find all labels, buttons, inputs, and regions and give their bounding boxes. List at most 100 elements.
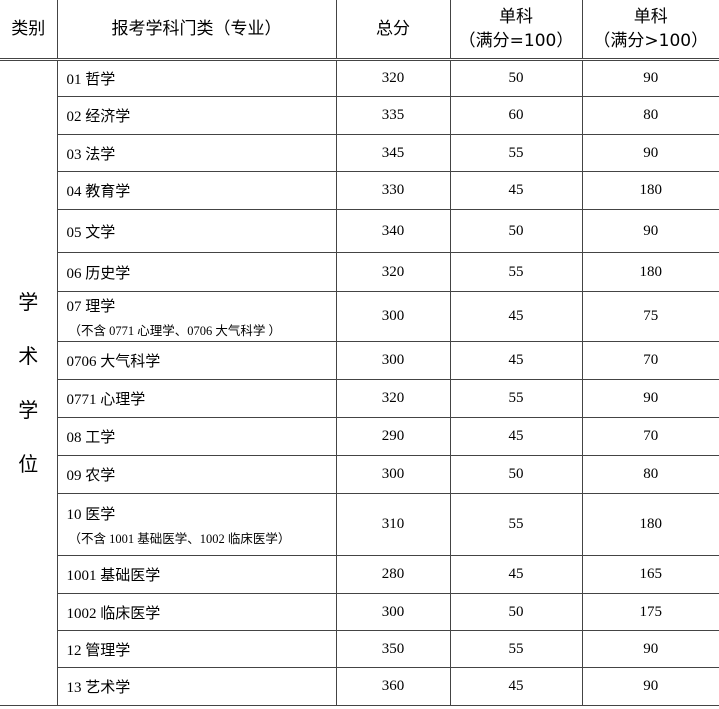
subject-name: 09 农学 — [66, 468, 116, 484]
subject-name: 06 历史学 — [66, 265, 131, 282]
s100plus-cell: 90 — [581, 209, 719, 253]
s100-cell: 50 — [449, 209, 583, 253]
table-row: 1002 临床医学 300 50 175 — [0, 593, 719, 631]
s100-cell: 45 — [449, 341, 583, 380]
s100-cell: 60 — [449, 96, 583, 135]
subject-cell: 04 教育学 — [57, 171, 337, 210]
subject-name: 07 理学 — [66, 298, 116, 315]
subject-cell: 06 历史学 — [57, 252, 337, 292]
total-cell: 320 — [335, 252, 451, 292]
total-cell: 300 — [335, 593, 451, 631]
s100plus-cell: 90 — [581, 630, 719, 668]
table-row: 06 历史学 320 55 180 — [0, 252, 719, 292]
header-single-over-100: 单科 （满分>100） — [581, 0, 719, 61]
total-cell: 320 — [335, 379, 451, 418]
header-subject: 报考学科门类（专业） — [56, 0, 337, 61]
s100plus-cell: 180 — [581, 252, 719, 292]
total-cell: 290 — [335, 417, 451, 456]
subject-cell: 10 医学 （不含 1001 基础医学、1002 临床医学） — [57, 493, 337, 556]
s100plus-cell: 75 — [581, 291, 719, 342]
s100-cell: 55 — [449, 252, 583, 292]
subject-cell: 1001 基础医学 — [57, 555, 337, 594]
s100plus-cell: 70 — [581, 341, 719, 380]
table-row: 07 理学 （不含 0771 心理学、0706 大气科学 ） 300 45 75 — [0, 291, 719, 342]
table-row: 0706 大气科学 300 45 70 — [0, 341, 719, 380]
subject-name: 03 法学 — [66, 146, 116, 163]
s100plus-cell: 175 — [581, 593, 719, 631]
subject-cell: 07 理学 （不含 0771 心理学、0706 大气科学 ） — [57, 291, 337, 342]
subject-cell: 0706 大气科学 — [57, 341, 337, 380]
s100-cell: 55 — [449, 630, 583, 668]
table-row: 02 经济学 335 60 80 — [0, 96, 719, 135]
category-char: 位 — [18, 452, 39, 476]
s100-cell: 45 — [449, 667, 583, 706]
category-char: 学 — [18, 398, 39, 422]
subject-note: （不含 0771 心理学、0706 大气科学 ） — [68, 323, 282, 338]
table-row: 12 管理学 350 55 90 — [0, 630, 719, 668]
subject-name: 0771 心理学 — [66, 392, 146, 408]
table-row: 0771 心理学 320 55 90 — [0, 379, 719, 418]
s100plus-cell: 90 — [581, 667, 719, 706]
table-row: 08 工学 290 45 70 — [0, 417, 719, 456]
subject-cell: 12 管理学 — [57, 630, 337, 668]
table-row: 03 法学 345 55 90 — [0, 134, 719, 172]
category-char: 术 — [18, 344, 39, 368]
s100plus-cell: 90 — [581, 134, 719, 172]
header-total: 总分 — [335, 0, 451, 61]
total-cell: 310 — [335, 493, 451, 556]
subject-name: 02 经济学 — [66, 109, 131, 125]
subject-cell: 01 哲学 — [56, 59, 337, 97]
total-cell: 300 — [335, 455, 451, 494]
subject-name: 0706 大气科学 — [66, 354, 161, 370]
subject-cell: 08 工学 — [57, 417, 337, 456]
subject-cell: 1002 临床医学 — [57, 593, 337, 631]
header-single-100: 单科 （满分=100） — [449, 0, 583, 61]
s100-cell: 45 — [449, 171, 583, 210]
subject-name: 08 工学 — [66, 430, 116, 446]
s100-cell: 50 — [449, 59, 583, 97]
s100plus-cell: 180 — [581, 493, 719, 556]
subject-name: 10 医学 — [66, 506, 116, 523]
s100-cell: 50 — [449, 455, 583, 494]
subject-name: 1002 临床医学 — [66, 605, 161, 622]
total-cell: 345 — [335, 134, 451, 172]
total-cell: 340 — [335, 209, 451, 253]
total-cell: 330 — [335, 171, 451, 210]
subject-note: （不含 1001 基础医学、1002 临床医学） — [68, 531, 291, 546]
s100plus-cell: 165 — [581, 555, 719, 594]
s100plus-cell: 180 — [581, 171, 719, 210]
category-cell: 学术学位 — [0, 59, 58, 706]
total-cell: 300 — [335, 341, 451, 380]
table-row: 05 文学 340 50 90 — [0, 209, 719, 253]
total-cell: 360 — [335, 667, 451, 706]
table-row: 1001 基础医学 280 45 165 — [0, 555, 719, 594]
header-category: 类别 — [0, 0, 58, 61]
subject-cell: 09 农学 — [57, 455, 337, 494]
subject-name: 13 艺术学 — [66, 680, 131, 696]
category-char: 学 — [18, 290, 39, 314]
subject-name: 04 教育学 — [66, 184, 131, 200]
table-row: 学术学位 01 哲学 320 50 90 — [0, 59, 719, 706]
total-cell: 350 — [335, 630, 451, 668]
s100plus-cell: 80 — [581, 455, 719, 494]
s100-cell: 50 — [449, 593, 583, 631]
table-row: 13 艺术学 360 45 90 — [0, 667, 719, 706]
subject-cell: 03 法学 — [57, 134, 337, 172]
table-row: 04 教育学 330 45 180 — [0, 171, 719, 210]
s100-cell: 55 — [449, 379, 583, 418]
header-row: 类别 报考学科门类（专业） 总分 单科 （满分=100） 单科 （满分>100） — [0, 0, 719, 61]
s100plus-cell: 90 — [581, 379, 719, 418]
s100plus-cell: 70 — [581, 417, 719, 456]
total-cell: 300 — [335, 291, 451, 342]
subject-cell: 05 文学 — [57, 209, 337, 253]
s100-cell: 45 — [449, 555, 583, 594]
s100-cell: 55 — [449, 134, 583, 172]
s100plus-cell: 90 — [581, 59, 719, 97]
table-row: 09 农学 300 50 80 — [0, 455, 719, 494]
subject-cell: 02 经济学 — [57, 96, 337, 135]
subject-name: 01 哲学 — [66, 72, 116, 88]
table-row: 10 医学 （不含 1001 基础医学、1002 临床医学） 310 55 180 — [0, 493, 719, 556]
subject-cell: 0771 心理学 — [57, 379, 337, 418]
total-cell: 320 — [335, 59, 451, 97]
